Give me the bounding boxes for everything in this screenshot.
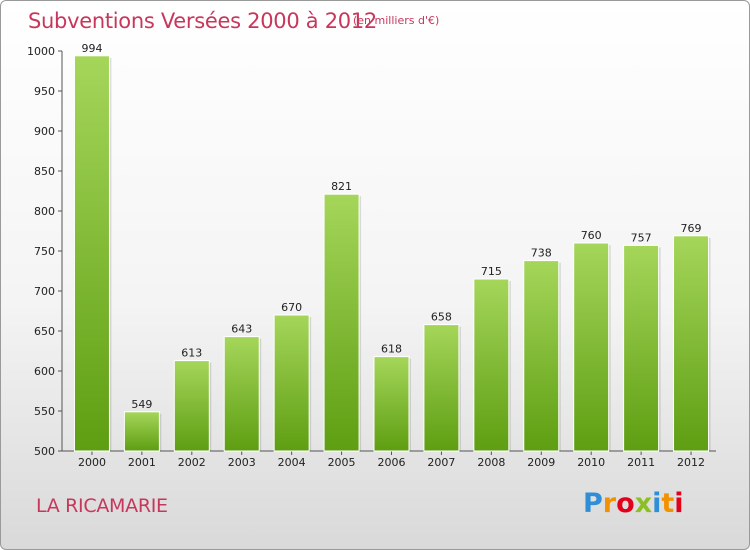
bar-2001[interactable] bbox=[123, 411, 160, 452]
bar-2006[interactable] bbox=[373, 356, 410, 452]
logo-letter: i bbox=[652, 488, 662, 519]
x-tick-label-2006: 2006 bbox=[378, 456, 406, 469]
value-label-2001: 549 bbox=[131, 398, 152, 411]
proxiti-logo[interactable]: Proxiti bbox=[583, 488, 684, 519]
chart-unit: (en milliers d'€) bbox=[353, 14, 440, 27]
x-tick-label-2002: 2002 bbox=[178, 456, 206, 469]
bar-2011[interactable] bbox=[623, 244, 660, 452]
bar-2004[interactable] bbox=[273, 314, 310, 452]
bar-2008[interactable] bbox=[473, 278, 510, 452]
y-tick-label: 1000 bbox=[27, 45, 55, 58]
bar-2009[interactable] bbox=[523, 260, 560, 452]
x-tick-label-2012: 2012 bbox=[677, 456, 705, 469]
y-tick-label: 900 bbox=[34, 125, 55, 138]
x-tick-label-2010: 2010 bbox=[577, 456, 605, 469]
value-label-2010: 760 bbox=[581, 229, 602, 242]
value-label-2011: 757 bbox=[631, 231, 652, 244]
value-label-2004: 670 bbox=[281, 301, 302, 314]
logo-letter: o bbox=[616, 488, 635, 519]
bar-2000[interactable] bbox=[73, 55, 110, 452]
bar-2003[interactable] bbox=[223, 336, 260, 452]
logo-letter: i bbox=[674, 488, 684, 519]
logo-letter: r bbox=[602, 488, 617, 519]
x-tick-label-2004: 2004 bbox=[278, 456, 306, 469]
x-tick-label-2000: 2000 bbox=[78, 456, 106, 469]
x-tick-label-2009: 2009 bbox=[527, 456, 555, 469]
y-tick-label: 800 bbox=[34, 205, 55, 218]
value-label-2006: 618 bbox=[381, 343, 402, 356]
logo-letter: P bbox=[583, 488, 603, 519]
y-tick-label: 700 bbox=[34, 285, 55, 298]
x-tick-label-2001: 2001 bbox=[128, 456, 156, 469]
value-label-2000: 994 bbox=[81, 42, 102, 55]
y-tick-label: 850 bbox=[34, 165, 55, 178]
logo-letter: t bbox=[661, 488, 675, 519]
commune-name: LA RICAMARIE bbox=[36, 495, 168, 517]
value-label-2009: 738 bbox=[531, 247, 552, 260]
bar-2010[interactable] bbox=[573, 242, 610, 452]
value-label-2008: 715 bbox=[481, 265, 502, 278]
value-label-2002: 613 bbox=[181, 347, 202, 360]
logo-letter: x bbox=[634, 488, 653, 519]
chart-title: Subventions Versées 2000 à 2012 bbox=[28, 9, 377, 33]
y-tick-label: 500 bbox=[34, 445, 55, 458]
value-label-2012: 769 bbox=[681, 222, 702, 235]
y-tick-label: 950 bbox=[34, 85, 55, 98]
bar-2005[interactable] bbox=[323, 193, 360, 452]
y-tick-label: 650 bbox=[34, 325, 55, 338]
y-tick-label: 750 bbox=[34, 245, 55, 258]
x-tick-label-2007: 2007 bbox=[427, 456, 455, 469]
y-tick-label: 600 bbox=[34, 365, 55, 378]
x-tick-label-2003: 2003 bbox=[228, 456, 256, 469]
value-label-2007: 658 bbox=[431, 311, 452, 324]
value-label-2005: 821 bbox=[331, 180, 352, 193]
x-tick-label-2008: 2008 bbox=[477, 456, 505, 469]
bar-2002[interactable] bbox=[173, 360, 210, 452]
bar-2012[interactable] bbox=[673, 235, 710, 452]
y-tick-label: 550 bbox=[34, 405, 55, 418]
x-tick-label-2005: 2005 bbox=[328, 456, 356, 469]
bar-2007[interactable] bbox=[423, 324, 460, 452]
value-label-2003: 643 bbox=[231, 323, 252, 336]
x-tick-label-2011: 2011 bbox=[627, 456, 655, 469]
